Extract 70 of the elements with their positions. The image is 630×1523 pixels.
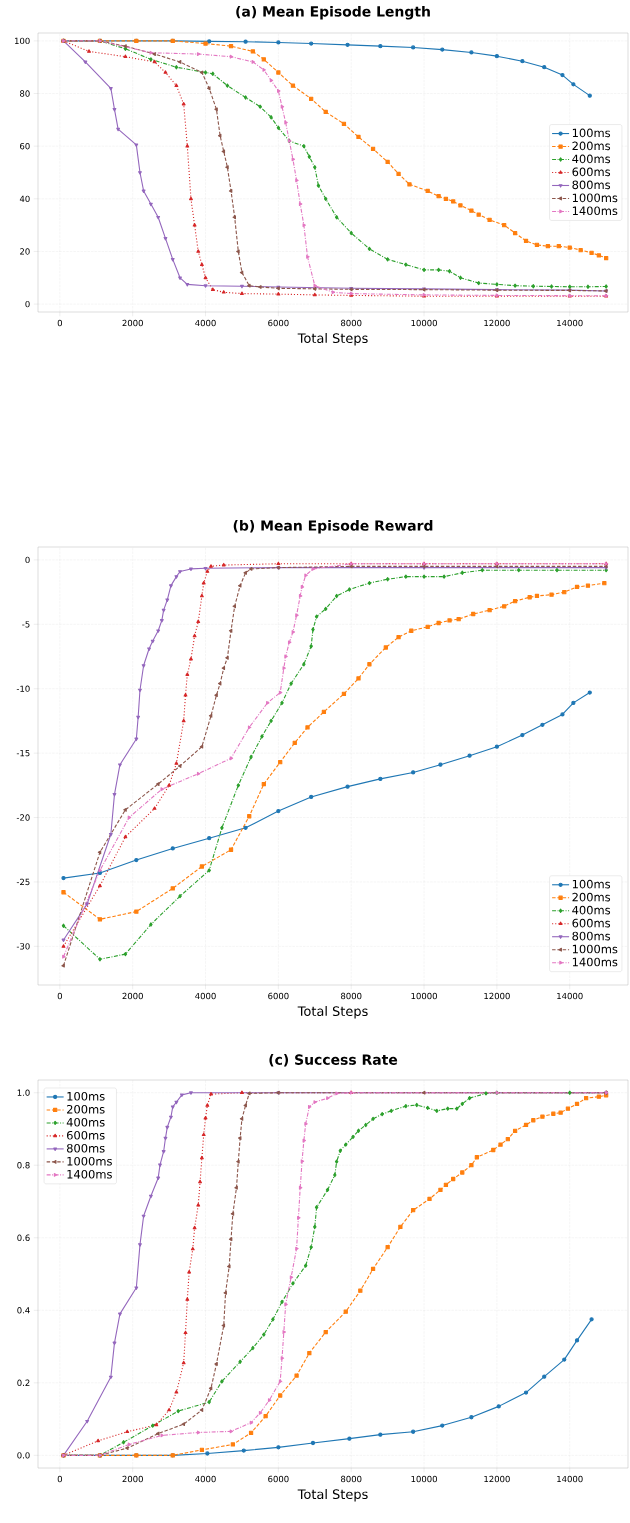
legend-label: 1400ms	[67, 1169, 112, 1179]
legend-label: 200ms	[572, 892, 611, 902]
x-tick-label: 6000	[268, 1475, 289, 1483]
y-tick-label: 0.6	[17, 1234, 30, 1241]
legend-label: 400ms	[572, 154, 611, 164]
legend-label: 1400ms	[572, 957, 618, 967]
legend-label: 1400ms	[572, 206, 618, 216]
y-tick-label: 1.0	[17, 1089, 30, 1096]
x-axis-title: Total Steps	[297, 1006, 368, 1019]
legend-label: 600ms	[572, 918, 611, 928]
x-tick-label: 8000	[341, 1475, 362, 1483]
x-tick-label: 4000	[195, 1475, 216, 1483]
x-tick-label: 6000	[268, 319, 289, 327]
x-tick-label: 8000	[341, 992, 362, 1000]
legend-label: 400ms	[572, 905, 611, 915]
legend-label: 400ms	[66, 1117, 105, 1127]
y-tick-label: -25	[16, 878, 30, 886]
x-tick-label: 0	[57, 1475, 62, 1483]
x-tick-label: 2000	[122, 319, 143, 327]
chart-title: (a) Mean Episode Length	[236, 5, 430, 20]
legend-label: 1000ms	[67, 1156, 112, 1166]
y-tick-label: -5	[22, 621, 30, 628]
x-tick-label: 14000	[557, 1475, 583, 1483]
y-tick-label: 0.2	[17, 1379, 30, 1387]
x-tick-label: 14000	[557, 319, 583, 327]
legend-label: 200ms	[67, 1104, 105, 1114]
legend-label: 100ms	[67, 1091, 105, 1101]
y-tick-label: 80	[20, 90, 30, 97]
legend-label: 200ms	[572, 141, 611, 151]
y-tick-label: 0.0	[17, 1452, 30, 1459]
chart-title: (c) Success Rate	[269, 1054, 398, 1067]
x-tick-label: 4000	[195, 992, 216, 1000]
x-tick-label: 8000	[341, 319, 362, 327]
x-tick-label: 12000	[484, 319, 510, 327]
y-tick-label: 60	[20, 142, 30, 150]
legend-label: 800ms	[66, 1143, 105, 1153]
y-tick-label: -20	[16, 814, 30, 821]
y-tick-label: -10	[16, 685, 30, 692]
x-tick-label: 10000	[411, 992, 437, 1000]
x-tick-label: 10000	[411, 1475, 437, 1483]
legend-label: 100ms	[572, 128, 611, 138]
legend-label: 600ms	[572, 167, 611, 177]
x-tick-label: 12000	[484, 1475, 510, 1483]
y-tick-label: 40	[19, 195, 30, 203]
x-axis-title: Total Steps	[297, 333, 368, 346]
y-tick-label: -15	[16, 749, 30, 757]
x-tick-label: 6000	[268, 992, 289, 1000]
x-tick-label: 2000	[122, 992, 143, 1000]
y-tick-label: 0	[25, 556, 30, 564]
chart-title: (b) Mean Episode Reward	[233, 520, 433, 534]
x-axis-title: Total Steps	[297, 1489, 368, 1502]
x-tick-label: 12000	[484, 992, 510, 1000]
x-tick-label: 4000	[195, 319, 216, 327]
x-tick-label: 10000	[411, 319, 437, 327]
y-tick-label: 100	[15, 37, 30, 45]
legend-label: 600ms	[66, 1130, 105, 1140]
legend-label: 800ms	[572, 931, 611, 941]
x-tick-label: 2000	[122, 1475, 143, 1483]
legend-label: 800ms	[572, 180, 611, 190]
y-tick-label: 0	[25, 300, 30, 308]
x-tick-label: 14000	[557, 992, 583, 1000]
legend-label: 1000ms	[572, 193, 618, 203]
x-tick-label: 0	[57, 319, 62, 327]
y-tick-label: 0.4	[17, 1307, 30, 1314]
y-tick-label: -30	[16, 943, 30, 950]
legend-label: 100ms	[572, 879, 611, 889]
legend-label: 1000ms	[572, 944, 618, 954]
x-tick-label: 0	[57, 992, 62, 1000]
y-tick-label: 0.8	[17, 1162, 30, 1169]
y-tick-label: 20	[20, 248, 30, 255]
